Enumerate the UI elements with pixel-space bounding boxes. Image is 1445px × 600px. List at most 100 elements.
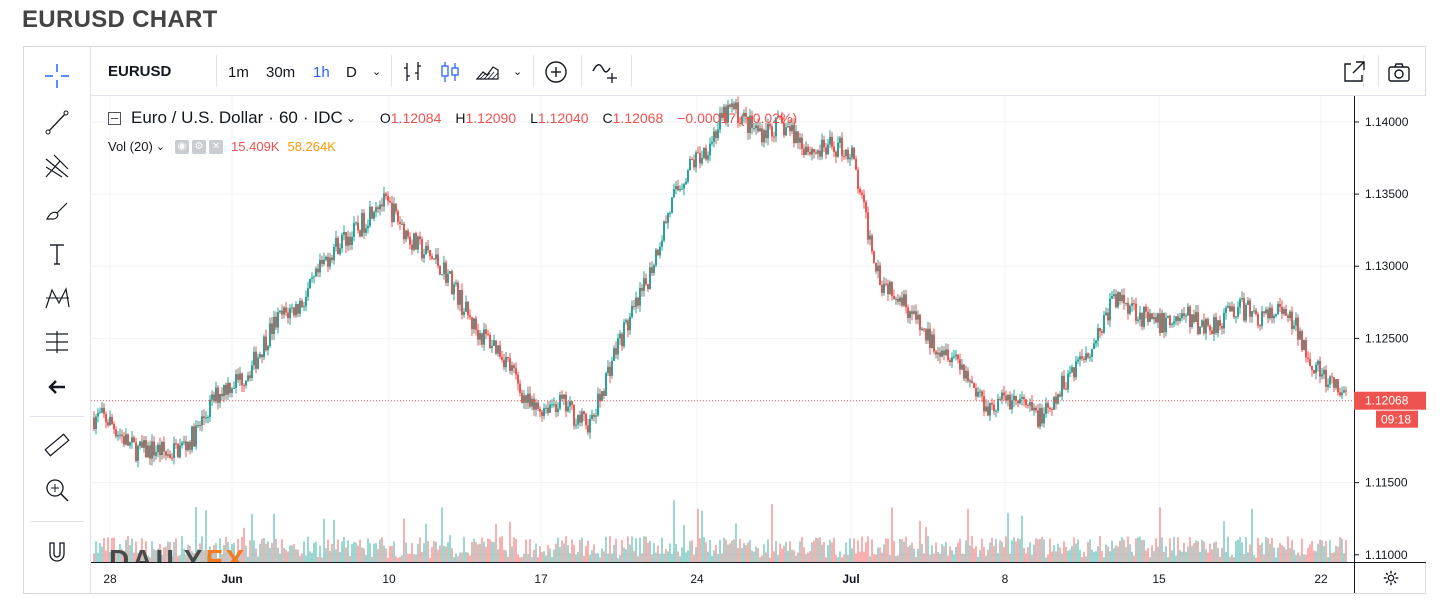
candle <box>923 328 925 330</box>
volume-bar <box>231 544 233 562</box>
gear-icon[interactable] <box>1354 562 1426 593</box>
chevron-down-icon[interactable]: ⌄ <box>372 66 382 78</box>
candle <box>1007 394 1009 401</box>
candle <box>1199 326 1201 334</box>
symbol-search[interactable]: EURUSD <box>108 63 172 80</box>
volume-bar <box>649 540 651 562</box>
bars-icon[interactable] <box>398 57 428 87</box>
collapse-legend-icon[interactable] <box>108 111 121 125</box>
prediction-icon[interactable] <box>38 327 76 357</box>
volume-legend: Vol (20) ⌄ ◉ ⚙ ✕ 15.409K 58.264K <box>108 139 336 154</box>
chevron-down-icon[interactable]: ⌄ <box>513 66 523 78</box>
interval-1h[interactable]: 1h <box>313 64 330 81</box>
candle <box>383 193 385 207</box>
volume-bar <box>511 546 513 562</box>
volume-bar <box>579 540 581 562</box>
candle <box>855 159 857 170</box>
popout-icon[interactable] <box>1339 57 1369 87</box>
candle <box>1227 306 1229 308</box>
price-axis[interactable]: 1.14000 1.13500 1.13000 1.12500 1.11500 1.110… <box>1354 96 1426 562</box>
candle <box>461 289 463 315</box>
candle <box>193 426 195 447</box>
candle <box>373 211 375 219</box>
volume-bar <box>1021 515 1023 562</box>
volume-bar <box>309 551 311 562</box>
candle <box>1281 307 1283 314</box>
volume-bar <box>479 543 481 562</box>
price-chart[interactable] <box>91 96 1354 562</box>
brush-icon[interactable] <box>38 195 76 225</box>
interval-d[interactable]: D <box>346 64 357 81</box>
interval-1m[interactable]: 1m <box>228 64 249 81</box>
candle <box>151 441 153 459</box>
volume-bar <box>725 539 727 562</box>
volume-bar <box>979 549 981 562</box>
magnet-icon[interactable] <box>38 537 76 567</box>
volume-bar <box>363 548 365 562</box>
candle <box>733 103 735 110</box>
text-tool-icon[interactable] <box>38 239 76 269</box>
volume-bar <box>239 553 241 562</box>
candle <box>407 230 409 237</box>
eye-icon[interactable]: ◉ <box>175 139 190 154</box>
candle <box>523 395 525 403</box>
camera-icon[interactable] <box>1384 57 1414 87</box>
time-tick-label: Jun <box>221 572 242 586</box>
volume-bar <box>375 543 377 562</box>
candle <box>1097 327 1099 341</box>
candle <box>1115 294 1117 308</box>
candle <box>579 414 581 423</box>
volume-bar <box>1071 545 1073 562</box>
ruler-icon[interactable] <box>38 430 76 460</box>
volume-bar <box>1329 540 1331 562</box>
crosshair-icon[interactable] <box>38 61 76 91</box>
candle <box>819 150 821 157</box>
time-axis[interactable]: 28 Jun 10 17 24 Jul 8 15 22 <box>91 562 1354 593</box>
volume-bar <box>1317 543 1319 562</box>
chevron-down-icon[interactable]: ⌄ <box>155 141 166 153</box>
legend-symbol-name[interactable]: Euro / U.S. Dollar <box>131 108 264 127</box>
interval-30m[interactable]: 30m <box>266 64 296 81</box>
candle <box>481 333 483 345</box>
volume-bar <box>451 548 453 562</box>
candle <box>941 350 943 357</box>
volume-bar <box>1033 544 1035 562</box>
volume-bar <box>861 536 863 562</box>
compare-icon[interactable] <box>589 57 619 87</box>
volume-bar <box>1105 544 1107 562</box>
arrow-left-icon[interactable] <box>38 372 76 402</box>
volume-bar <box>917 548 919 562</box>
volume-bar <box>989 542 991 562</box>
candle <box>1253 310 1255 312</box>
candle <box>437 254 439 266</box>
volume-bar <box>121 549 123 562</box>
candle <box>393 203 395 223</box>
volume-bar <box>1111 540 1113 562</box>
candle <box>281 310 283 315</box>
pattern-icon[interactable] <box>38 283 76 313</box>
volume-bar <box>733 539 735 562</box>
area-chart-icon[interactable] <box>472 57 502 87</box>
candle <box>627 320 629 331</box>
candle <box>787 126 789 128</box>
volume-bar <box>795 555 797 562</box>
trend-line-icon[interactable] <box>38 107 76 137</box>
chart-pane[interactable]: Euro / U.S. Dollar · 60 · IDC ⌄ O 1.12084… <box>91 96 1354 562</box>
close-icon[interactable]: ✕ <box>209 139 224 154</box>
volume-bar <box>1327 556 1329 562</box>
candle <box>231 388 233 394</box>
zoom-in-icon[interactable] <box>38 475 76 505</box>
add-indicator-icon[interactable] <box>541 57 571 87</box>
chevron-down-icon[interactable]: ⌄ <box>345 111 356 125</box>
volume-bar <box>423 543 425 562</box>
candle <box>1235 316 1237 318</box>
pitchfork-icon[interactable] <box>38 151 76 181</box>
volume-bar <box>1179 550 1181 562</box>
candle <box>1243 298 1245 321</box>
volume-bar <box>1171 550 1173 562</box>
volume-study-label[interactable]: Vol (20) <box>108 139 153 154</box>
volume-bar <box>749 539 751 562</box>
gear-icon[interactable]: ⚙ <box>192 139 207 154</box>
candles-icon[interactable] <box>435 57 465 87</box>
candle <box>723 106 725 118</box>
